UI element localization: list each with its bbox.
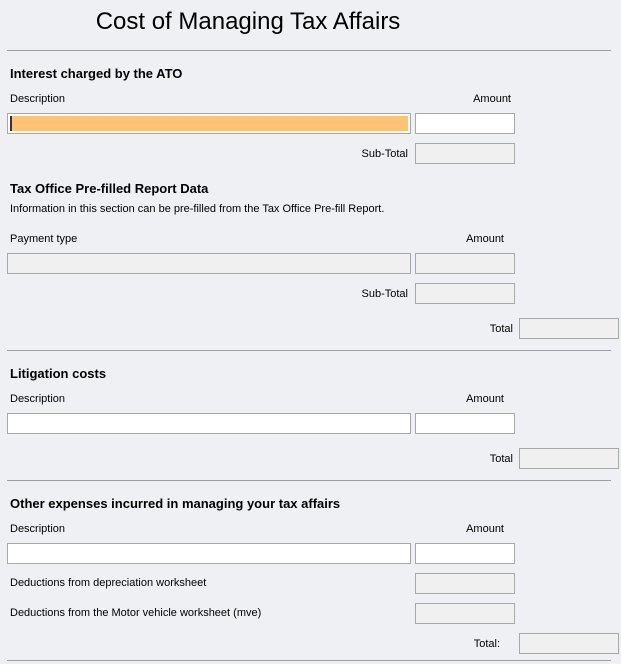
other-description-label: Description bbox=[10, 523, 66, 535]
prefill-info: Information in this section can be pre-f… bbox=[10, 203, 385, 215]
other-total-label: Total: bbox=[473, 638, 500, 650]
litigation-amount-label: Amount bbox=[466, 393, 504, 405]
prefill-subtotal-label: Sub-Total bbox=[361, 288, 408, 300]
divider bbox=[7, 350, 611, 351]
interest-subtotal-field bbox=[415, 143, 515, 164]
prefill-amount-label: Amount bbox=[466, 233, 504, 245]
interest-heading: Interest charged by the ATO bbox=[10, 66, 183, 81]
litigation-total-field bbox=[519, 448, 619, 469]
prefill-total-label: Total bbox=[489, 323, 513, 335]
other-total-field bbox=[519, 633, 619, 654]
prefill-amount-field bbox=[415, 253, 515, 274]
payment-type-label: Payment type bbox=[10, 233, 78, 245]
interest-subtotal-label: Sub-Total bbox=[361, 148, 408, 160]
litigation-total-label: Total bbox=[489, 453, 513, 465]
depreciation-field bbox=[415, 573, 515, 594]
motor-vehicle-label: Deductions from the Motor vehicle worksh… bbox=[10, 607, 262, 619]
other-heading: Other expenses incurred in managing your… bbox=[10, 496, 341, 511]
page-title: Cost of Managing Tax Affairs bbox=[95, 8, 401, 35]
other-amount-label: Amount bbox=[466, 523, 504, 535]
prefill-total-field bbox=[519, 318, 619, 339]
prefill-subtotal-field bbox=[415, 283, 515, 304]
interest-description-input[interactable] bbox=[7, 113, 411, 134]
motor-vehicle-field bbox=[415, 603, 515, 624]
interest-amount-input[interactable] bbox=[415, 113, 515, 134]
divider bbox=[7, 50, 611, 51]
other-description-input[interactable] bbox=[7, 543, 411, 564]
interest-amount-label: Amount bbox=[473, 93, 511, 105]
payment-type-field bbox=[7, 253, 411, 274]
litigation-amount-input[interactable] bbox=[415, 413, 515, 434]
interest-description-label: Description bbox=[10, 93, 66, 105]
other-amount-input[interactable] bbox=[415, 543, 515, 564]
litigation-description-label: Description bbox=[10, 393, 66, 405]
depreciation-label: Deductions from depreciation worksheet bbox=[10, 577, 207, 589]
litigation-description-input[interactable] bbox=[7, 413, 411, 434]
litigation-heading: Litigation costs bbox=[10, 366, 107, 381]
divider bbox=[7, 480, 611, 481]
prefill-heading: Tax Office Pre-filled Report Data bbox=[10, 181, 209, 196]
focused-highlight bbox=[10, 116, 408, 131]
divider bbox=[7, 660, 611, 661]
